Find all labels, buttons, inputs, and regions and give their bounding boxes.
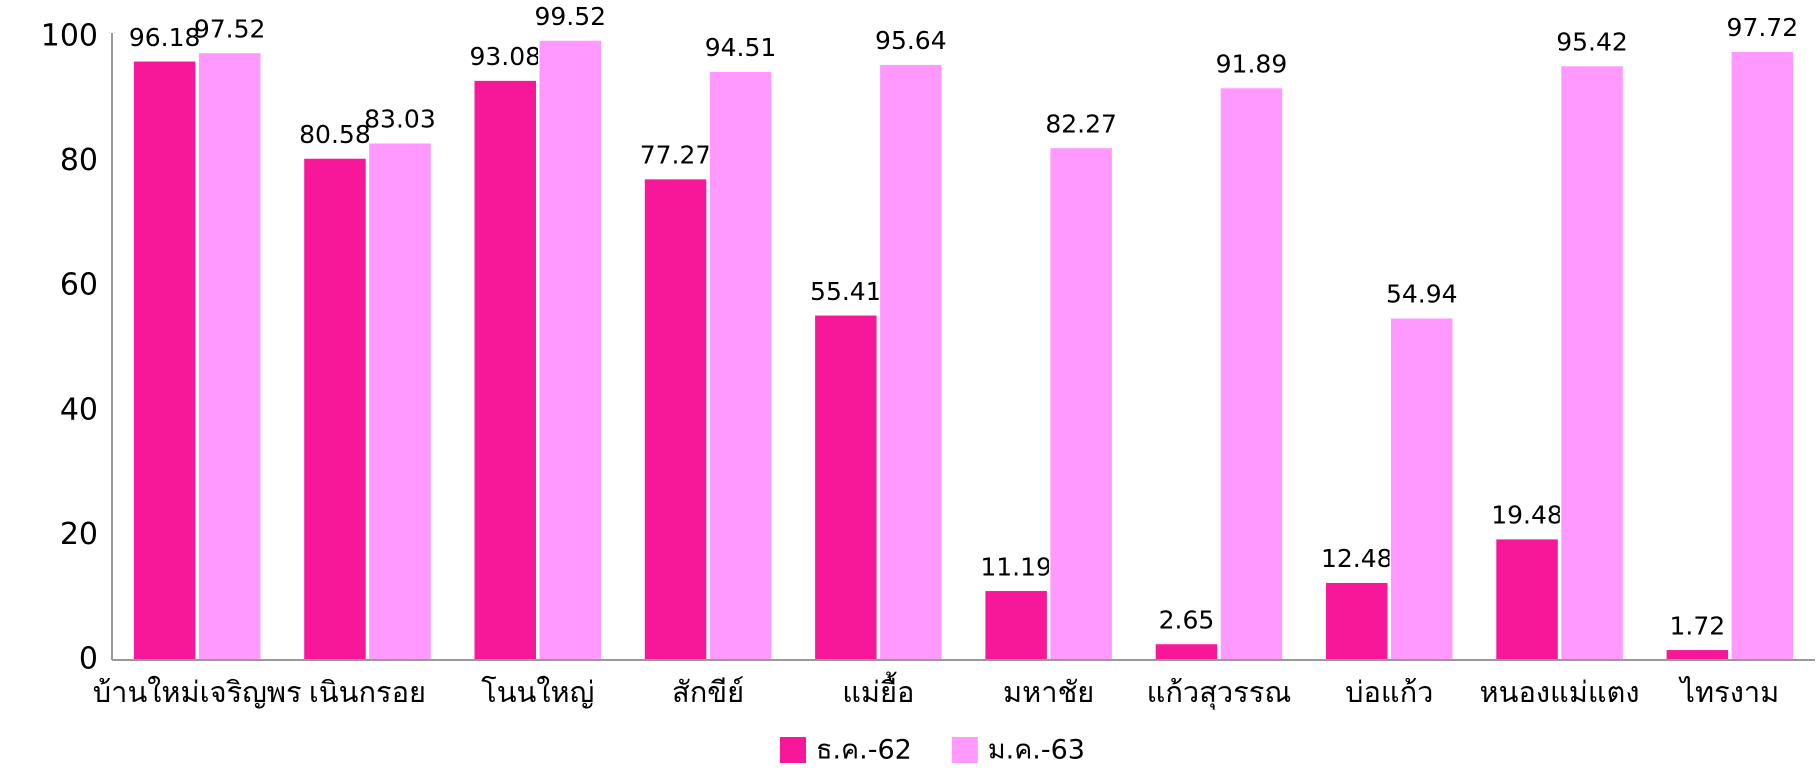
bar (878, 63, 944, 661)
value-label: 94.51 (705, 33, 777, 62)
bar (1048, 146, 1114, 661)
bar (1559, 64, 1625, 661)
value-label: 2.65 (1159, 605, 1215, 634)
x-tick-label: โนนใหญ่ (481, 675, 594, 709)
bar (1389, 316, 1454, 661)
legend-swatch (951, 737, 978, 763)
bar (132, 60, 197, 661)
value-label: 54.94 (1386, 280, 1458, 309)
x-tick-label: บ้านใหม่เจริญพร (93, 675, 302, 709)
x-tick-label: ไทรงาม (1678, 675, 1779, 709)
y-tick-label: 20 (60, 517, 98, 552)
x-tick-label: แก้วสุวรรณ (1147, 675, 1292, 710)
bar (1154, 642, 1219, 661)
x-tick-label: มหาชัย (1003, 675, 1094, 709)
value-label: 95.42 (1556, 28, 1628, 57)
value-label: 82.27 (1045, 109, 1117, 138)
value-label: 95.64 (875, 26, 947, 55)
bar (473, 79, 538, 661)
value-label: 19.48 (1491, 501, 1563, 530)
value-label: 11.19 (980, 552, 1052, 581)
value-label: 55.41 (810, 277, 882, 306)
value-label: 91.89 (1216, 50, 1288, 79)
value-label: 99.52 (534, 2, 606, 31)
bar (538, 39, 603, 661)
bar (197, 51, 262, 661)
bar (1494, 537, 1560, 661)
y-tick-label: 0 (79, 642, 98, 677)
value-label: 1.72 (1670, 611, 1726, 640)
x-tick-label: บ่อแก้ว (1345, 675, 1433, 709)
bar (302, 157, 368, 661)
bar (813, 314, 879, 661)
value-label: 93.08 (469, 42, 541, 71)
bar (643, 177, 708, 661)
value-label: 80.58 (299, 120, 371, 149)
y-tick-label: 40 (60, 392, 98, 427)
bar (1219, 86, 1284, 661)
x-tick-label: เนินกรอย (309, 675, 426, 709)
value-label: 77.27 (640, 141, 712, 170)
x-tick-label: หนองแม่แตง (1480, 675, 1640, 709)
bar (367, 141, 433, 661)
value-label: 96.18 (129, 23, 201, 52)
bar (1324, 581, 1389, 661)
x-tick-label: สักขีย์ (672, 675, 744, 709)
value-label: 97.72 (1727, 13, 1799, 42)
y-tick-label: 100 (41, 19, 98, 54)
legend-label: ม.ค.-63 (988, 735, 1085, 766)
bar (983, 589, 1049, 661)
value-label: 12.48 (1321, 544, 1393, 573)
y-tick-label: 80 (60, 143, 98, 178)
legend-label: ธ.ค.-62 (816, 735, 912, 766)
value-label: 83.03 (364, 105, 436, 134)
bar (708, 70, 773, 661)
legend-swatch (780, 737, 806, 763)
bar (1665, 648, 1730, 661)
y-tick-label: 60 (60, 268, 98, 303)
bar (1730, 50, 1795, 661)
value-label: 97.52 (194, 14, 266, 43)
x-tick-label: แม่ยื้อ (842, 671, 914, 709)
